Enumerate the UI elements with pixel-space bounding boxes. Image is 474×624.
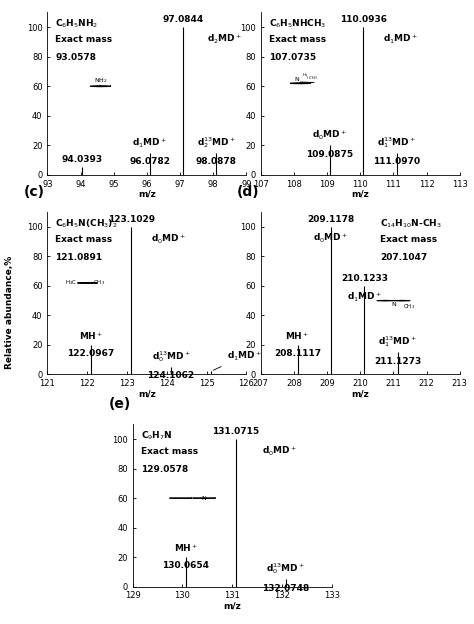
Text: $^H$\ $_{CH_3}$: $^H$\ $_{CH_3}$ — [302, 71, 318, 82]
Text: d$_0^{13}$MD$^+$: d$_0^{13}$MD$^+$ — [266, 562, 305, 576]
Text: C$_9$H$_7$N: C$_9$H$_7$N — [141, 429, 172, 442]
Text: Exact mass: Exact mass — [269, 35, 326, 44]
Text: 107.0735: 107.0735 — [269, 53, 316, 62]
Text: 211.1273: 211.1273 — [374, 357, 421, 366]
Text: 93.0578: 93.0578 — [55, 53, 96, 62]
Text: 110.0936: 110.0936 — [340, 15, 387, 24]
Text: d$_0$MD$^+$: d$_0$MD$^+$ — [151, 233, 186, 246]
Text: C$_6$H$_5$N(CH$_3$)$_2$: C$_6$H$_5$N(CH$_3$)$_2$ — [55, 217, 118, 230]
Text: 98.0878: 98.0878 — [196, 157, 237, 166]
Text: 130.0654: 130.0654 — [162, 562, 209, 570]
Text: (e): (e) — [109, 397, 131, 411]
Text: Exact mass: Exact mass — [380, 235, 438, 244]
Text: C$_{14}$H$_{10}$N-CH$_3$: C$_{14}$H$_{10}$N-CH$_3$ — [380, 217, 442, 230]
Text: 207.1047: 207.1047 — [380, 253, 428, 261]
Text: Exact mass: Exact mass — [141, 447, 198, 456]
Text: d$_1$MD$^+$: d$_1$MD$^+$ — [383, 33, 419, 46]
Text: d$_0$MD$^+$: d$_0$MD$^+$ — [313, 232, 348, 245]
Text: d$_1^{13}$MD$^+$: d$_1^{13}$MD$^+$ — [377, 135, 416, 150]
Text: 109.0875: 109.0875 — [306, 150, 354, 158]
Text: N: N — [202, 496, 207, 501]
Text: N: N — [294, 77, 299, 82]
Text: C$_6$H$_5$NHCH$_3$: C$_6$H$_5$NHCH$_3$ — [269, 17, 326, 30]
Text: Relative abundance,%: Relative abundance,% — [5, 255, 14, 369]
X-axis label: m/z: m/z — [138, 389, 156, 399]
Text: 131.0715: 131.0715 — [212, 427, 259, 436]
Text: 122.0967: 122.0967 — [67, 349, 115, 358]
Text: 94.0393: 94.0393 — [61, 155, 102, 164]
Text: 210.1233: 210.1233 — [341, 274, 388, 283]
X-axis label: m/z: m/z — [223, 602, 241, 611]
Text: 97.0844: 97.0844 — [162, 15, 203, 24]
Text: Exact mass: Exact mass — [55, 235, 112, 244]
Text: NH$_2$: NH$_2$ — [94, 76, 107, 85]
Text: MH$^+$: MH$^+$ — [173, 542, 198, 554]
Text: d$_1$MD$^+$: d$_1$MD$^+$ — [132, 137, 167, 150]
Text: d$_0$MD$^+$: d$_0$MD$^+$ — [262, 445, 297, 458]
Text: d$_1$MD$^+$: d$_1$MD$^+$ — [347, 290, 382, 303]
Text: d$_2$MD$^+$: d$_2$MD$^+$ — [207, 33, 242, 46]
Text: (d): (d) — [237, 185, 259, 199]
Text: N: N — [391, 302, 396, 307]
Text: 209.1178: 209.1178 — [307, 215, 355, 224]
Text: C$_6$H$_5$NH$_2$: C$_6$H$_5$NH$_2$ — [55, 17, 99, 30]
Text: H$_3$C: H$_3$C — [65, 278, 77, 286]
Text: MH$^+$: MH$^+$ — [285, 330, 310, 342]
Text: d$_0$MD$^+$: d$_0$MD$^+$ — [312, 129, 347, 142]
Text: Exact mass: Exact mass — [55, 35, 112, 44]
X-axis label: m/z: m/z — [351, 190, 369, 199]
Text: 132.0748: 132.0748 — [262, 583, 310, 593]
Text: 121.0891: 121.0891 — [55, 253, 102, 261]
Text: 124.1062: 124.1062 — [147, 371, 195, 381]
Text: MH$^+$: MH$^+$ — [79, 330, 103, 342]
Text: d$_0^{13}$MD$^+$: d$_0^{13}$MD$^+$ — [152, 349, 191, 364]
Text: (c): (c) — [24, 185, 45, 199]
Text: 111.0970: 111.0970 — [373, 157, 420, 166]
Text: CH$_3$: CH$_3$ — [93, 278, 105, 286]
Text: 208.1117: 208.1117 — [274, 349, 321, 358]
Text: 96.0782: 96.0782 — [129, 157, 170, 166]
Text: d$_1^{13}$MD$^+$: d$_1^{13}$MD$^+$ — [378, 334, 417, 349]
Text: 129.0578: 129.0578 — [141, 465, 188, 474]
Text: 123.1029: 123.1029 — [108, 215, 155, 224]
Text: d$_2^{13}$MD$^+$: d$_2^{13}$MD$^+$ — [197, 135, 236, 150]
X-axis label: m/z: m/z — [138, 190, 156, 199]
X-axis label: m/z: m/z — [351, 389, 369, 399]
Text: CH$_3$: CH$_3$ — [403, 302, 416, 311]
Text: d$_1$MD$^+$: d$_1$MD$^+$ — [213, 349, 262, 370]
